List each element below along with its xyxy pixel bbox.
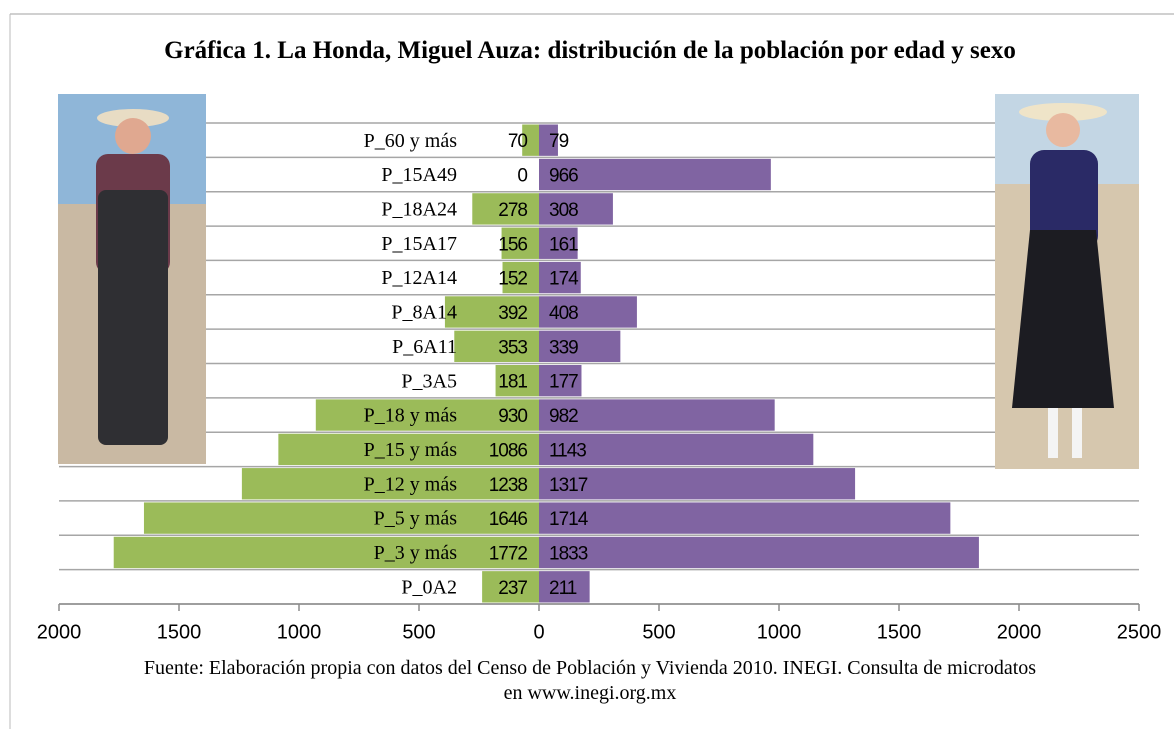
x-tick-label: 1000 — [277, 621, 322, 643]
category-label: P_3 y más — [374, 542, 458, 564]
category-label: P_18A24 — [381, 198, 457, 220]
x-tick-label: 1500 — [877, 621, 922, 643]
value-label: 308 — [549, 200, 578, 221]
category-label: P_12 y más — [364, 473, 458, 495]
value-label: 161 — [549, 234, 578, 255]
category-label: P_15A49 — [381, 164, 457, 186]
category-label: P_8A14 — [391, 302, 457, 324]
value-label: 1086 — [489, 440, 528, 461]
category-label: P_12A14 — [381, 267, 457, 289]
x-tick-label: 2500 — [1117, 621, 1162, 643]
leg — [1048, 408, 1058, 458]
head — [115, 118, 151, 154]
value-label: 1646 — [489, 509, 528, 530]
x-axis: 2000 1500 1000 500 0 500 1000 1500 2000 2500 — [37, 604, 1162, 643]
category-label: P_15 y más — [364, 439, 458, 461]
overalls — [98, 190, 168, 445]
value-label: 174 — [549, 269, 579, 290]
x-tick-label: 2000 — [37, 621, 82, 643]
category-label: P_15A17 — [381, 233, 457, 255]
leg — [1072, 408, 1082, 458]
value-label: 0 — [517, 166, 527, 187]
value-label: 408 — [549, 303, 578, 324]
chart-title: Gráfica 1. La Honda, Miguel Auza: distri… — [120, 36, 1060, 65]
woman-photo — [995, 94, 1139, 469]
category-label: P_6A11 — [392, 336, 457, 358]
x-tick-label: 1000 — [757, 621, 802, 643]
bar — [114, 537, 539, 568]
x-tick-label: 500 — [642, 621, 675, 643]
x-tick-label: 0 — [533, 621, 544, 643]
value-label: 1772 — [489, 543, 528, 564]
value-label: 211 — [549, 578, 577, 599]
value-label: 353 — [498, 337, 527, 358]
value-label: 1317 — [549, 475, 588, 496]
bar — [144, 502, 539, 533]
value-label: 1714 — [549, 509, 589, 530]
value-label: 1238 — [489, 475, 528, 496]
category-label: P_18 y más — [364, 405, 458, 427]
x-tick-label: 500 — [402, 621, 435, 643]
chart: 7002781561523923531819301086123816461772… — [0, 0, 1174, 729]
value-label: 339 — [549, 337, 578, 358]
x-tick-label: 2000 — [997, 621, 1042, 643]
value-label: 181 — [498, 372, 527, 393]
value-label: 156 — [498, 234, 527, 255]
value-label: 177 — [549, 372, 578, 393]
head — [1046, 113, 1080, 147]
value-label: 982 — [549, 406, 578, 427]
value-label: 70 — [508, 131, 528, 152]
value-label: 278 — [498, 200, 527, 221]
page: 7002781561523923531819301086123816461772… — [0, 0, 1174, 729]
category-label: P_5 y más — [374, 508, 458, 530]
bar — [539, 502, 950, 533]
dress — [1012, 230, 1114, 408]
man-photo — [58, 94, 206, 464]
value-label: 79 — [549, 131, 569, 152]
bar — [539, 537, 979, 568]
value-label: 1143 — [549, 440, 586, 461]
source-note: Fuente: Elaboración propia con datos del… — [140, 656, 1040, 706]
category-label: P_3A5 — [401, 370, 457, 392]
category-label: P_0A2 — [401, 576, 457, 598]
category-label: P_60 y más — [364, 130, 458, 152]
x-tick-label: 1500 — [157, 621, 202, 643]
value-label: 930 — [498, 406, 527, 427]
value-label: 152 — [498, 269, 527, 290]
value-label: 237 — [498, 578, 527, 599]
value-label: 1833 — [549, 543, 588, 564]
value-label: 966 — [549, 166, 578, 187]
value-label: 392 — [498, 303, 527, 324]
